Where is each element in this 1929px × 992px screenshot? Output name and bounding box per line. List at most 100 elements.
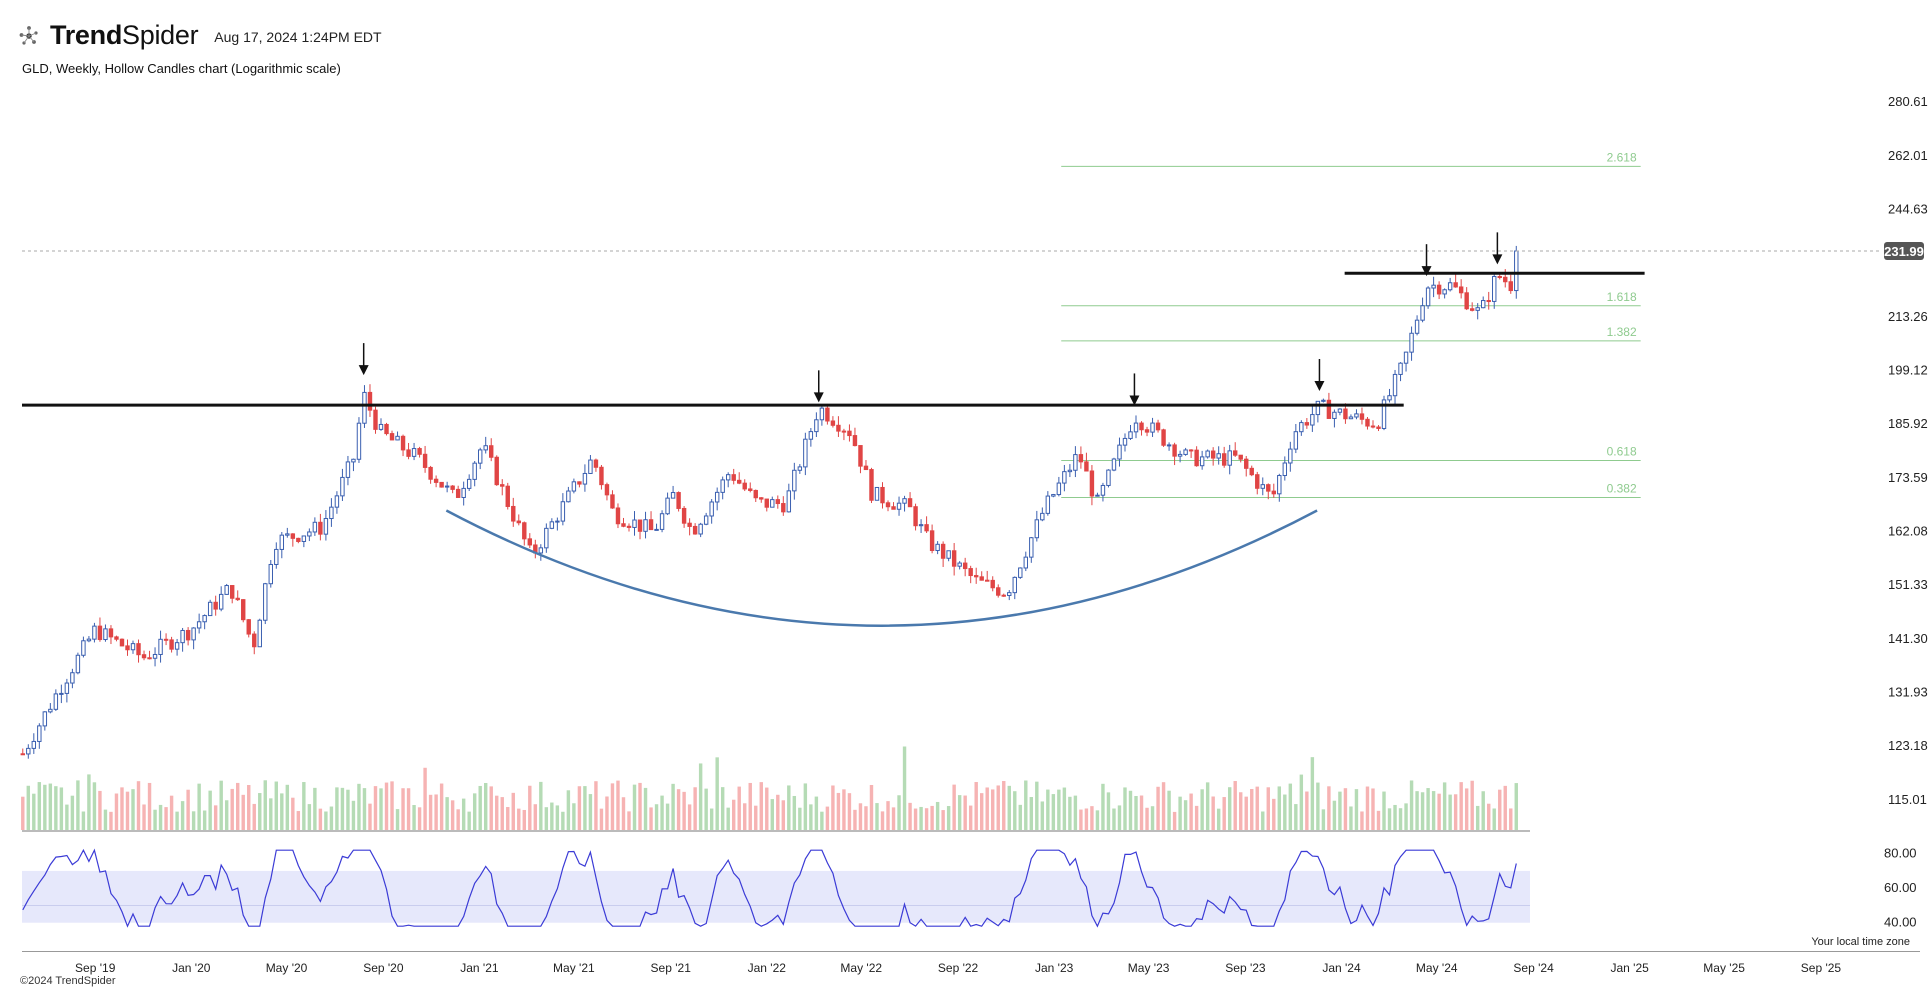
- candle-body[interactable]: [996, 587, 1001, 596]
- candle-body[interactable]: [626, 525, 632, 528]
- candle-body[interactable]: [108, 628, 114, 638]
- candle-body[interactable]: [367, 391, 373, 411]
- candle-body[interactable]: [1480, 300, 1486, 309]
- candle-body[interactable]: [136, 643, 141, 656]
- candle-body[interactable]: [455, 488, 461, 498]
- candle-body[interactable]: [1018, 567, 1023, 578]
- candle-body[interactable]: [263, 583, 268, 621]
- candle-body[interactable]: [1453, 282, 1458, 288]
- candle-body[interactable]: [632, 519, 637, 528]
- candle-body[interactable]: [615, 507, 621, 525]
- candle-body[interactable]: [621, 523, 626, 527]
- candle-body[interactable]: [770, 499, 775, 508]
- candle-body[interactable]: [1304, 422, 1310, 426]
- candle-body[interactable]: [1128, 431, 1133, 439]
- candle-body[interactable]: [362, 391, 367, 424]
- candle-body[interactable]: [1475, 307, 1480, 311]
- candle-body[interactable]: [1095, 494, 1100, 497]
- candle-body[interactable]: [345, 461, 351, 478]
- candle-body[interactable]: [466, 478, 472, 489]
- candle-body[interactable]: [654, 528, 659, 531]
- candle-body[interactable]: [1392, 373, 1398, 397]
- candle-body[interactable]: [130, 643, 136, 651]
- candle-body[interactable]: [389, 433, 395, 441]
- candle-body[interactable]: [1414, 319, 1420, 334]
- candle-body[interactable]: [1089, 470, 1095, 497]
- candle-body[interactable]: [500, 484, 505, 487]
- candle-body[interactable]: [1420, 305, 1425, 321]
- candle-body[interactable]: [323, 518, 329, 535]
- candle-body[interactable]: [147, 657, 152, 660]
- candle-body[interactable]: [1458, 286, 1464, 294]
- candle-body[interactable]: [566, 490, 571, 503]
- cup-arc-curve[interactable]: [445, 509, 1318, 627]
- candle-body[interactable]: [1012, 576, 1017, 594]
- candle-body[interactable]: [1161, 429, 1166, 446]
- candle-body[interactable]: [312, 521, 318, 533]
- candle-body[interactable]: [53, 693, 59, 710]
- candle-body[interactable]: [538, 547, 544, 554]
- candle-body[interactable]: [378, 423, 384, 430]
- candle-body[interactable]: [1177, 453, 1183, 457]
- candle-body[interactable]: [224, 585, 229, 595]
- candle-body[interactable]: [814, 419, 819, 433]
- candle-body[interactable]: [384, 423, 389, 435]
- candle-body[interactable]: [229, 585, 235, 599]
- candle-body[interactable]: [1431, 284, 1436, 289]
- candle-body[interactable]: [698, 523, 703, 535]
- candle-body[interactable]: [1040, 512, 1045, 521]
- candle-body[interactable]: [852, 435, 858, 447]
- candle-body[interactable]: [422, 453, 428, 468]
- candle-body[interactable]: [1139, 422, 1144, 431]
- candle-body[interactable]: [1514, 250, 1519, 292]
- candle-body[interactable]: [808, 431, 814, 440]
- candle-body[interactable]: [759, 497, 764, 500]
- candle-body[interactable]: [417, 448, 422, 455]
- candle-body[interactable]: [1442, 289, 1447, 295]
- candle-body[interactable]: [400, 435, 406, 451]
- candle-body[interactable]: [1337, 408, 1343, 413]
- candle-body[interactable]: [356, 422, 362, 460]
- candle-body[interactable]: [907, 498, 913, 508]
- candle-body[interactable]: [152, 653, 158, 659]
- candle-body[interactable]: [1469, 308, 1475, 311]
- candle-body[interactable]: [670, 492, 676, 499]
- candle-body[interactable]: [1354, 413, 1359, 418]
- candle-body[interactable]: [20, 753, 25, 756]
- candle-body[interactable]: [1029, 537, 1034, 558]
- candle-body[interactable]: [461, 487, 466, 498]
- candle-body[interactable]: [1183, 449, 1188, 455]
- candle-body[interactable]: [902, 498, 907, 504]
- candle-body[interactable]: [863, 465, 869, 471]
- candle-body[interactable]: [1497, 276, 1502, 279]
- candle-body[interactable]: [31, 740, 37, 749]
- candle-body[interactable]: [549, 521, 555, 529]
- candle-body[interactable]: [737, 479, 742, 484]
- candle-body[interactable]: [1315, 400, 1321, 416]
- candle-body[interactable]: [1007, 592, 1012, 596]
- candle-body[interactable]: [725, 474, 731, 481]
- candle-body[interactable]: [213, 601, 218, 610]
- candle-body[interactable]: [406, 449, 411, 457]
- candle-body[interactable]: [191, 627, 196, 641]
- candle-body[interactable]: [1221, 453, 1227, 466]
- candle-body[interactable]: [775, 499, 781, 505]
- candle-body[interactable]: [1271, 490, 1276, 495]
- candle-body[interactable]: [1205, 450, 1210, 458]
- candle-body[interactable]: [246, 619, 251, 635]
- candle-body[interactable]: [180, 629, 185, 644]
- candle-body[interactable]: [1486, 300, 1491, 303]
- candle-body[interactable]: [1464, 292, 1469, 310]
- candle-body[interactable]: [803, 438, 808, 468]
- candle-body[interactable]: [659, 513, 665, 530]
- candle-body[interactable]: [1381, 399, 1387, 429]
- candle-body[interactable]: [1166, 444, 1172, 447]
- candle-body[interactable]: [290, 533, 296, 539]
- candle-body[interactable]: [1508, 281, 1513, 292]
- candle-body[interactable]: [582, 472, 588, 485]
- candle-body[interactable]: [973, 575, 979, 578]
- candle-body[interactable]: [103, 628, 108, 641]
- candle-body[interactable]: [37, 725, 42, 742]
- candle-body[interactable]: [1034, 519, 1040, 539]
- candle-body[interactable]: [781, 503, 786, 513]
